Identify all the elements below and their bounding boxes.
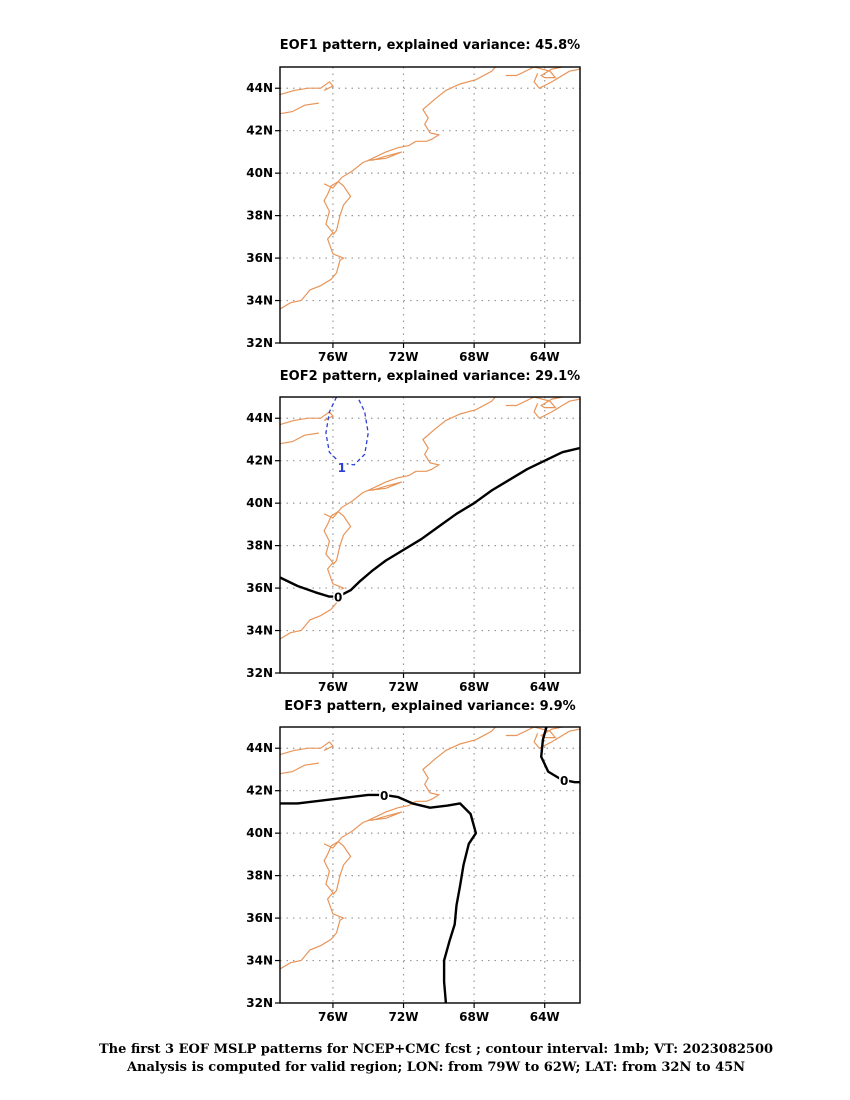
coastline	[280, 411, 334, 426]
x-tick-label: 64W	[530, 1010, 560, 1024]
y-tick-label: 40N	[246, 826, 273, 840]
y-tick-label: 44N	[246, 411, 273, 425]
y-tick-label: 32N	[246, 996, 273, 1010]
x-tick-label: 68W	[459, 1010, 489, 1024]
coastline	[280, 102, 319, 115]
coastline	[415, 727, 496, 802]
contour-label: 0	[380, 789, 388, 803]
footer-line-1: The first 3 EOF MSLP patterns for NCEP+C…	[99, 1042, 773, 1057]
y-tick-label: 44N	[246, 81, 273, 95]
map-frame	[279, 396, 581, 674]
coastline	[280, 432, 319, 445]
coastline	[505, 67, 563, 79]
contour-label-bg	[333, 589, 344, 603]
y-tick-label: 40N	[246, 166, 273, 180]
y-tick-label: 38N	[246, 209, 273, 223]
coastline	[280, 81, 334, 96]
coastline-layer	[280, 727, 580, 970]
x-tick-label: 72W	[389, 680, 419, 694]
x-tick-label: 68W	[459, 680, 489, 694]
x-tick-label: 72W	[389, 350, 419, 364]
coastline	[323, 140, 417, 189]
coastline	[368, 481, 403, 491]
y-tick-label: 42N	[246, 124, 273, 138]
coastline	[533, 728, 580, 749]
panel-title: EOF2 pattern, explained variance: 29.1%	[280, 369, 580, 384]
x-tick-label: 68W	[459, 350, 489, 364]
y-tick-label: 40N	[246, 496, 273, 510]
coastline	[505, 397, 563, 409]
coastline	[368, 151, 403, 161]
contour-line	[280, 446, 580, 598]
coastline-layer	[280, 397, 580, 640]
x-tick-label: 76W	[318, 680, 348, 694]
x-tick-label: 76W	[318, 350, 348, 364]
x-tick-label: 76W	[318, 1010, 348, 1024]
eof3-panel: EOF3 pattern, explained variance: 9.9% 0 0…	[246, 699, 581, 1024]
y-tick-label: 44N	[246, 741, 273, 755]
panel-title: EOF3 pattern, explained variance: 9.9%	[284, 699, 575, 714]
y-tick-label: 42N	[246, 784, 273, 798]
y-tick-label: 34N	[246, 954, 273, 968]
contour-label: 0	[334, 591, 342, 605]
coastline	[280, 510, 352, 640]
map-frame	[279, 66, 581, 344]
contour-label: 0	[560, 774, 568, 788]
y-tick-label: 42N	[246, 454, 273, 468]
contour-label: 1	[338, 461, 346, 475]
eof2-panel: EOF2 pattern, explained variance: 29.1% 0…	[246, 369, 581, 694]
contour-line	[325, 397, 369, 466]
y-tick-label: 32N	[246, 666, 273, 680]
y-tick-label: 36N	[246, 581, 273, 595]
coastline	[280, 180, 352, 310]
y-tick-label: 36N	[246, 251, 273, 265]
coastline	[533, 68, 580, 89]
panel-title: EOF1 pattern, explained variance: 45.8%	[280, 38, 580, 53]
x-tick-label: 64W	[530, 680, 560, 694]
coastline	[323, 800, 417, 849]
contour-layer	[280, 397, 580, 598]
contour-label-bg	[559, 773, 570, 787]
y-tick-label: 38N	[246, 869, 273, 883]
contour-line	[540, 727, 580, 784]
y-tick-label: 32N	[246, 336, 273, 350]
coastline	[415, 397, 496, 472]
coastline	[323, 470, 417, 519]
y-tick-label: 38N	[246, 539, 273, 553]
map-frame	[279, 726, 581, 1004]
coastline-layer	[280, 67, 580, 310]
contour-label-bg	[336, 460, 347, 474]
contour-layer	[280, 727, 580, 1003]
coastline	[280, 840, 352, 970]
x-tick-label: 72W	[389, 1010, 419, 1024]
y-tick-label: 36N	[246, 911, 273, 925]
eof1-panel: EOF1 pattern, explained variance: 45.8% 7…	[246, 38, 581, 364]
contour-label-bg	[379, 787, 390, 801]
coastline	[368, 811, 403, 821]
coastline	[280, 762, 319, 775]
x-tick-label: 64W	[530, 350, 560, 364]
y-tick-label: 34N	[246, 294, 273, 308]
coastline	[505, 727, 563, 739]
coastline	[533, 398, 580, 419]
contour-line	[280, 793, 478, 1003]
footer-line-2: Analysis is computed for valid region; L…	[126, 1060, 745, 1075]
coastline	[280, 741, 334, 756]
coastline	[415, 67, 496, 142]
y-tick-label: 34N	[246, 624, 273, 638]
